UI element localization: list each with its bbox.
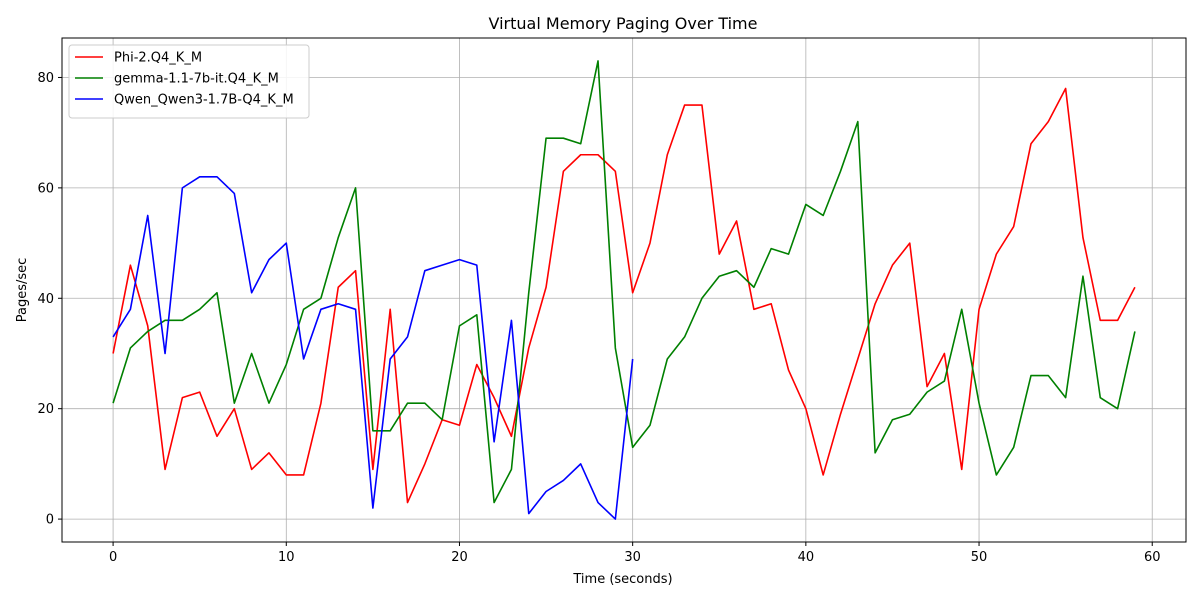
series-line-3 — [112, 176, 634, 520]
axis-ticks: 0 10 20 30 40 50 60 0 20 40 60 80 — [37, 71, 1160, 565]
legend-label: Qwen_Qwen3-1.7B-Q4_K_M — [114, 93, 294, 108]
x-tick-label: 30 — [624, 550, 641, 565]
legend-box — [68, 44, 310, 119]
series-line-1 — [112, 87, 1136, 504]
y-tick-label: 0 — [46, 513, 54, 528]
x-tick-label: 60 — [1144, 550, 1161, 565]
y-axis-label: Pages/sec — [15, 258, 30, 323]
y-tick-label: 80 — [37, 71, 54, 86]
y-tick-label: 40 — [37, 292, 54, 307]
series-lines — [112, 60, 1136, 520]
legend-label: gemma-1.1-7b-it.Q4_K_M — [114, 72, 279, 87]
x-tick-label: 50 — [971, 550, 988, 565]
x-tick-label: 20 — [451, 550, 468, 565]
series-line-2 — [112, 60, 1136, 504]
x-axis-label: Time (seconds) — [572, 572, 672, 587]
y-tick-label: 20 — [37, 402, 54, 417]
x-tick-label: 10 — [278, 550, 295, 565]
legend-label: Phi-2.Q4_K_M — [114, 51, 202, 66]
x-tick-label: 0 — [109, 550, 117, 565]
x-tick-label: 40 — [798, 550, 815, 565]
legend: Phi-2.Q4_K_M gemma-1.1-7b-it.Q4_K_M Qwen_Q… — [68, 44, 310, 119]
chart-title: Virtual Memory Paging Over Time — [489, 14, 758, 33]
y-tick-label: 60 — [37, 181, 54, 196]
plot-frame — [61, 37, 1187, 543]
